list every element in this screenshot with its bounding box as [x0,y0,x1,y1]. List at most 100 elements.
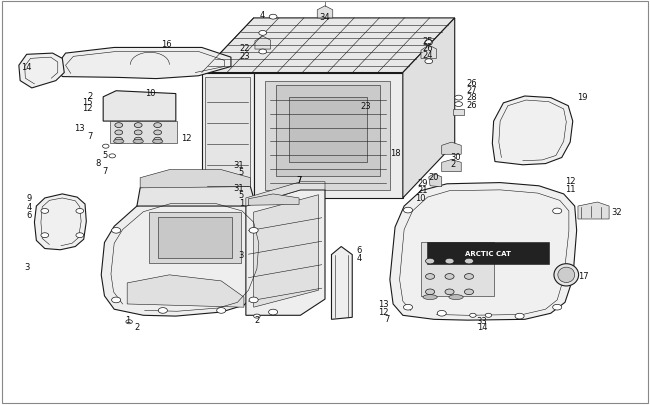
Polygon shape [246,182,325,207]
Text: 13: 13 [378,300,389,309]
Circle shape [445,289,454,295]
Text: 4: 4 [356,254,361,263]
Text: 28: 28 [467,93,477,102]
Text: 22: 22 [239,44,250,53]
Polygon shape [454,110,464,116]
Polygon shape [127,275,244,307]
Ellipse shape [558,267,575,283]
Polygon shape [205,77,250,196]
Circle shape [425,40,433,45]
Circle shape [470,313,476,318]
Circle shape [126,320,133,324]
Polygon shape [332,247,352,320]
Circle shape [437,311,447,316]
Circle shape [249,228,258,234]
Circle shape [159,308,168,313]
Polygon shape [289,98,367,162]
Polygon shape [103,92,176,122]
Polygon shape [421,243,493,296]
Text: 11: 11 [565,184,575,193]
Text: 8: 8 [96,159,101,168]
Text: 25: 25 [422,36,433,45]
Circle shape [455,102,463,107]
Polygon shape [421,46,437,59]
Polygon shape [442,160,462,172]
Text: 1: 1 [125,315,131,324]
Text: 24: 24 [422,51,433,60]
Text: 5: 5 [239,191,244,200]
Polygon shape [492,97,573,165]
Circle shape [135,124,142,128]
Circle shape [515,313,524,319]
Polygon shape [101,198,266,316]
Circle shape [41,233,49,238]
Circle shape [465,259,474,264]
Ellipse shape [133,140,144,144]
Polygon shape [140,170,250,188]
Circle shape [154,124,162,128]
Text: 6: 6 [356,246,361,255]
Text: 26: 26 [467,100,477,109]
Text: 12: 12 [565,177,575,186]
Text: 17: 17 [578,271,589,280]
Text: 13: 13 [74,124,85,132]
Circle shape [109,154,116,158]
Circle shape [269,15,277,20]
Circle shape [216,308,226,313]
Polygon shape [442,143,462,155]
Polygon shape [429,174,442,187]
Circle shape [103,145,109,149]
Text: 3: 3 [239,250,244,260]
Text: 27: 27 [467,86,477,95]
Text: 2: 2 [88,92,93,101]
Text: 7: 7 [385,314,390,323]
Text: 23: 23 [361,102,371,111]
Text: 2: 2 [450,160,456,169]
Text: 30: 30 [450,153,461,162]
Circle shape [135,138,142,143]
Text: 18: 18 [390,149,400,158]
Text: 23: 23 [239,52,250,61]
Text: 31: 31 [233,184,244,193]
Text: 15: 15 [83,98,93,107]
Polygon shape [255,37,270,50]
Text: ARCTIC CAT: ARCTIC CAT [465,250,512,256]
Circle shape [259,31,266,36]
Polygon shape [202,73,254,198]
Polygon shape [403,19,455,198]
Circle shape [249,297,258,303]
Circle shape [426,289,435,295]
Text: 2: 2 [135,322,140,331]
Text: 34: 34 [320,13,330,22]
Text: 16: 16 [161,40,172,49]
Circle shape [455,96,463,101]
Circle shape [445,259,454,264]
Circle shape [115,131,123,136]
Ellipse shape [423,295,437,300]
Polygon shape [390,183,577,320]
Text: 12: 12 [378,307,389,316]
Text: 14: 14 [21,63,32,72]
Text: 20: 20 [428,173,439,182]
Text: 29: 29 [417,179,428,188]
Circle shape [465,289,474,295]
Text: 19: 19 [577,93,587,102]
Polygon shape [19,54,64,89]
Ellipse shape [114,140,124,144]
Text: 10: 10 [144,89,155,98]
Text: 10: 10 [415,194,426,203]
Text: 32: 32 [612,208,622,217]
Text: 31: 31 [233,161,244,170]
Polygon shape [137,179,254,207]
Circle shape [425,60,433,64]
Circle shape [115,138,123,143]
Polygon shape [317,7,333,19]
Text: 33: 33 [476,316,488,325]
Text: 26: 26 [422,44,433,53]
Polygon shape [56,48,231,79]
Circle shape [552,209,562,214]
Text: 14: 14 [476,322,488,331]
Circle shape [154,138,162,143]
Circle shape [426,274,435,279]
Polygon shape [248,194,299,206]
